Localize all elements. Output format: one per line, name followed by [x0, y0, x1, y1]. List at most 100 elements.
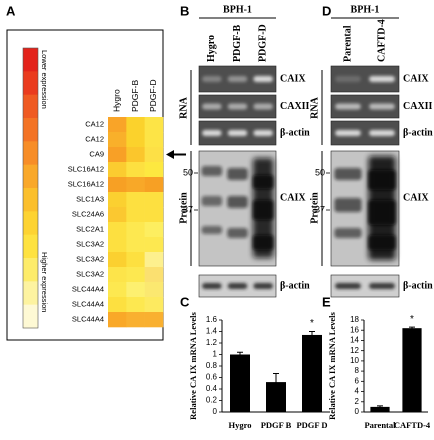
gene-label: SLC3A2: [76, 254, 104, 263]
error-bar: [273, 372, 279, 392]
heatmap-cell: [126, 282, 145, 298]
y-tick-label: 14: [350, 336, 359, 345]
column-label: PDGF-D: [148, 79, 158, 112]
legend-swatch: [23, 118, 38, 142]
protein-blot-label: CAIX: [403, 192, 429, 203]
y-tick-label: 0.6: [206, 373, 218, 382]
heatmap-cell: [144, 117, 164, 133]
gene-label: CA12: [85, 119, 104, 128]
y-axis-label: Relative CA IX mRNA Levels: [188, 311, 198, 419]
protein-band: [252, 235, 274, 250]
legend-swatch: [23, 234, 38, 259]
protein-blot-label: CAIX: [280, 192, 306, 203]
marker-label: 50: [183, 167, 193, 177]
lane-label: PDGF-B: [232, 24, 243, 62]
heatmap-cell: [144, 252, 164, 268]
y-tick-label: 0.2: [206, 396, 218, 405]
panel-label: C: [180, 294, 190, 309]
rna-label: RNA: [178, 96, 189, 118]
heatmap-cell: [108, 132, 127, 148]
y-tick-label: 10: [350, 356, 359, 365]
error-bar: [409, 326, 415, 330]
y-tick-label: 0: [213, 407, 218, 416]
column-label: PDGF-B: [130, 80, 140, 112]
marker-label: 37: [315, 204, 325, 214]
y-axis-label: Relative CA IX mRNA Levels: [327, 311, 337, 419]
protein-band: [227, 196, 248, 208]
legend-swatch: [23, 211, 38, 236]
rna-band: [335, 130, 361, 136]
y-tick-label: 0.8: [206, 361, 218, 370]
panel-label: B: [180, 3, 189, 18]
panel-label: A: [6, 3, 16, 18]
rna-band: [253, 103, 273, 110]
heatmap-cell: [126, 147, 145, 163]
heatmap-cell: [108, 297, 127, 313]
loading-band: [202, 283, 222, 289]
bar: [230, 354, 250, 412]
rna-band: [227, 76, 248, 82]
y-tick-label: 4: [355, 387, 360, 396]
heatmap-cell: [126, 237, 145, 253]
heatmap-cell: [126, 222, 145, 238]
heatmap-cell: [126, 162, 145, 178]
error-bar: [237, 351, 243, 358]
heatmap-cell: [108, 312, 127, 328]
rna-blot-label: CAXII: [403, 101, 433, 112]
heatmap-cell: [144, 132, 164, 148]
rna-band: [202, 103, 222, 110]
legend-frame: [22, 47, 39, 329]
heatmap-cell: [108, 282, 127, 298]
rna-band: [335, 103, 361, 110]
heatmap-cell: [144, 207, 164, 223]
heatmap-cell: [108, 147, 127, 163]
protein-band: [252, 175, 274, 189]
heatmap-cell: [108, 117, 127, 133]
gene-label: SLC16A12: [68, 164, 104, 173]
rna-band: [369, 103, 395, 110]
heatmap-cell: [144, 282, 164, 298]
heatmap-cell: [126, 252, 145, 268]
marker-label: 50: [315, 167, 325, 177]
gene-label: SLC44A4: [72, 284, 104, 293]
protein-band: [334, 228, 362, 238]
heatmap-cell: [108, 222, 127, 238]
bar: [302, 334, 322, 412]
y-tick-label: 1.4: [206, 327, 218, 336]
heatmap-cell: [108, 177, 127, 193]
arrow-head: [166, 150, 174, 159]
gene-label: SLC3A2: [76, 269, 104, 278]
heatmap-cell: [144, 192, 164, 208]
error-bar: [309, 331, 315, 339]
legend-swatch: [23, 94, 38, 119]
loading-blot-label: β-actin: [280, 280, 310, 291]
legend-swatch: [23, 258, 38, 282]
gene-label: SLC16A12: [68, 179, 104, 188]
rna-band: [202, 76, 222, 82]
loading-band: [369, 283, 395, 289]
heatmap-cell: [108, 162, 127, 178]
heatmap-cell: [126, 177, 145, 193]
rna-band: [227, 130, 248, 136]
error-bar: [377, 405, 383, 409]
heatmap-cell: [144, 177, 164, 193]
significance-mark: *: [310, 318, 314, 329]
heatmap-cell: [108, 252, 127, 268]
y-tick-label: 1.2: [206, 338, 218, 347]
heatmap-cell: [144, 147, 164, 163]
rna-blot: [330, 94, 400, 119]
legend-swatch: [23, 141, 38, 166]
loading-band: [227, 283, 248, 289]
legend-swatch: [23, 71, 38, 96]
rna-blot-label: CAIX: [280, 73, 306, 84]
legend-low-label: Lower expression: [40, 50, 49, 109]
legend-swatch: [23, 48, 38, 72]
y-tick-label: 12: [350, 346, 359, 355]
protein-label: Protein: [178, 192, 189, 224]
heatmap-cell: [144, 267, 164, 283]
rna-blot-label: CAXII: [280, 101, 310, 112]
protein-band: [368, 200, 396, 225]
protein-band: [252, 200, 274, 220]
gene-label: CA12: [85, 134, 104, 143]
